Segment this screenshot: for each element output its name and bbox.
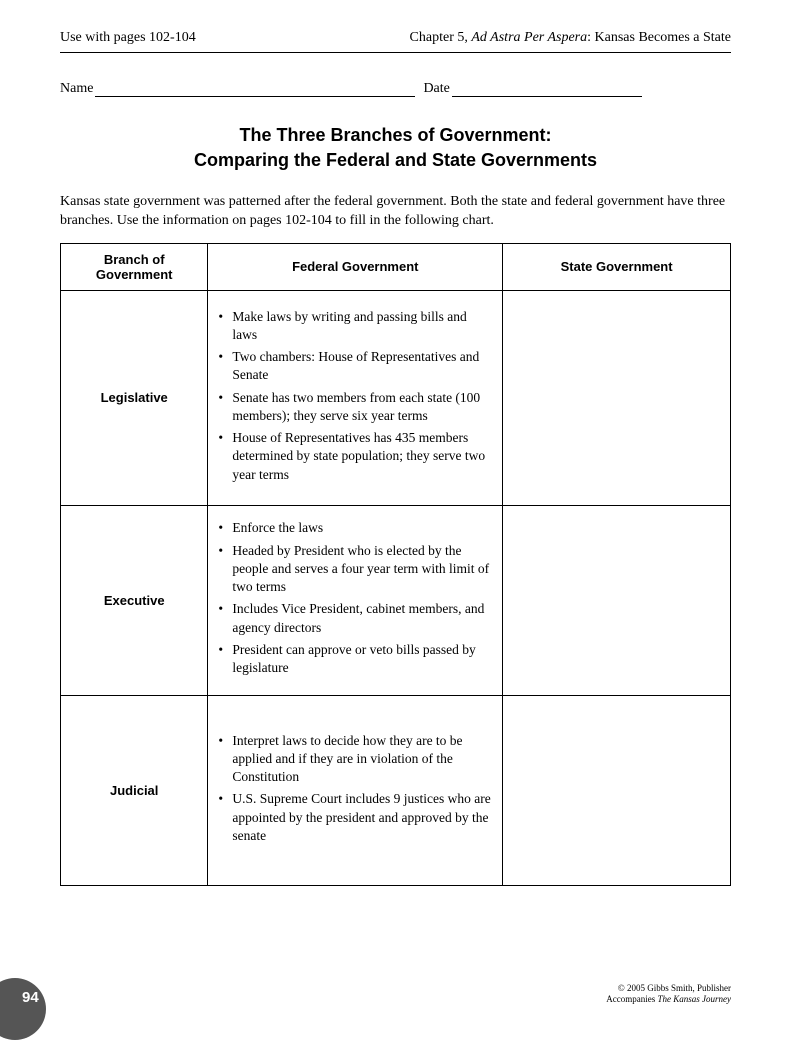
federal-judicial-cell: Interpret laws to decide how they are to…: [208, 695, 503, 885]
federal-judicial-list: Interpret laws to decide how they are to…: [218, 732, 492, 845]
list-item: Includes Vice President, cabinet members…: [218, 600, 492, 636]
state-legislative-cell[interactable]: [503, 290, 731, 505]
comparison-table: Branch of Government Federal Government …: [60, 243, 731, 886]
list-item: Two chambers: House of Representatives a…: [218, 348, 492, 384]
state-judicial-cell[interactable]: [503, 695, 731, 885]
footer-accompanies-prefix: Accompanies: [606, 994, 657, 1004]
federal-executive-cell: Enforce the laws Headed by President who…: [208, 505, 503, 695]
col-header-state: State Government: [503, 243, 731, 290]
branch-judicial-label: Judicial: [61, 695, 208, 885]
date-label: Date: [423, 81, 449, 97]
date-blank-line[interactable]: [452, 83, 642, 97]
list-item: Senate has two members from each state (…: [218, 389, 492, 425]
header-chapter-suffix: : Kansas Becomes a State: [587, 30, 731, 45]
page-number: 94: [22, 989, 39, 1006]
table-row: Legislative Make laws by writing and pas…: [61, 290, 731, 505]
footer-copyright-block: © 2005 Gibbs Smith, Publisher Accompanie…: [606, 983, 731, 1006]
branch-executive-label: Executive: [61, 505, 208, 695]
header-chapter-prefix: Chapter 5,: [410, 30, 472, 45]
worksheet-title: The Three Branches of Government: Compar…: [60, 125, 731, 171]
header-chapter-italic: Ad Astra Per Aspera: [471, 30, 587, 45]
list-item: Enforce the laws: [218, 519, 492, 537]
list-item: Make laws by writing and passing bills a…: [218, 308, 492, 344]
footer-accompanies-title: The Kansas Journey: [658, 994, 732, 1004]
name-field: Name: [60, 81, 415, 97]
title-line-2: Comparing the Federal and State Governme…: [60, 150, 731, 171]
state-executive-cell[interactable]: [503, 505, 731, 695]
list-item: Interpret laws to decide how they are to…: [218, 732, 492, 787]
name-blank-line[interactable]: [95, 83, 415, 97]
federal-legislative-cell: Make laws by writing and passing bills a…: [208, 290, 503, 505]
branch-legislative-label: Legislative: [61, 290, 208, 505]
table-header-row: Branch of Government Federal Government …: [61, 243, 731, 290]
col-header-branch: Branch of Government: [61, 243, 208, 290]
list-item: U.S. Supreme Court includes 9 justices w…: [218, 790, 492, 845]
intro-paragraph: Kansas state government was patterned af…: [60, 193, 731, 231]
col-header-federal: Federal Government: [208, 243, 503, 290]
federal-executive-list: Enforce the laws Headed by President who…: [218, 519, 492, 677]
page-header: Use with pages 102-104 Chapter 5, Ad Ast…: [60, 30, 731, 46]
header-left-text: Use with pages 102-104: [60, 30, 196, 46]
list-item: Headed by President who is elected by th…: [218, 542, 492, 597]
page-number-circle: [0, 978, 46, 1040]
date-field: Date: [423, 81, 641, 97]
table-row: Executive Enforce the laws Headed by Pre…: [61, 505, 731, 695]
footer-accompanies: Accompanies The Kansas Journey: [606, 994, 731, 1006]
title-line-1: The Three Branches of Government:: [60, 125, 731, 146]
name-label: Name: [60, 81, 93, 97]
list-item: House of Representatives has 435 members…: [218, 429, 492, 484]
list-item: President can approve or veto bills pass…: [218, 641, 492, 677]
name-date-row: Name Date: [60, 81, 731, 97]
header-rule: [60, 52, 731, 53]
table-row: Judicial Interpret laws to decide how th…: [61, 695, 731, 885]
footer-copyright: © 2005 Gibbs Smith, Publisher: [606, 983, 731, 995]
header-right-text: Chapter 5, Ad Astra Per Aspera: Kansas B…: [410, 30, 731, 46]
federal-legislative-list: Make laws by writing and passing bills a…: [218, 308, 492, 484]
